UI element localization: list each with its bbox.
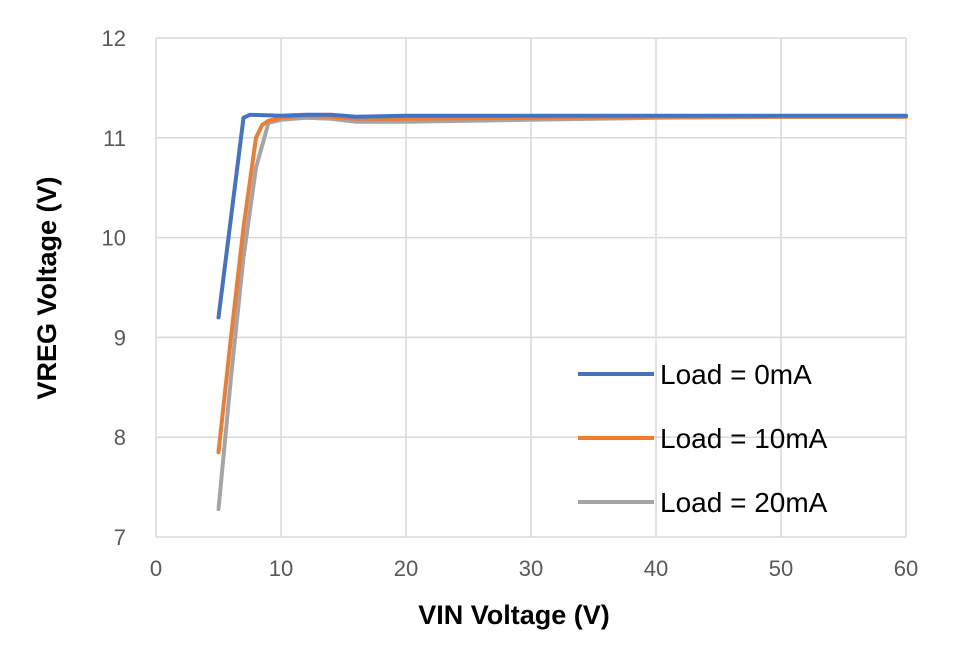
series-lines: [216, 112, 908, 512]
x-tick-label: 30: [519, 556, 543, 581]
x-tick-label: 0: [150, 556, 162, 581]
legend-label: Load = 0mA: [660, 359, 812, 390]
x-tick-label: 50: [769, 556, 793, 581]
y-tick-label: 8: [114, 425, 126, 450]
series-line: [216, 113, 908, 455]
legend-label: Load = 10mA: [660, 423, 828, 454]
x-axis-ticks: 0 10 20 30 40 50 60: [150, 556, 918, 581]
y-tick-label: 11: [103, 126, 126, 151]
x-tick-label: 20: [394, 556, 418, 581]
x-tick-label: 60: [894, 556, 918, 581]
y-tick-label: 12: [102, 26, 126, 51]
y-tick-label: 9: [114, 325, 126, 350]
legend: Load = 0mA Load = 10mA Load = 20mA: [578, 359, 828, 518]
x-tick-label: 10: [269, 556, 293, 581]
series-line: [216, 112, 908, 320]
x-axis-title: VIN Voltage (V): [418, 600, 610, 630]
y-axis-ticks: 7 8 9 10 11 12: [102, 26, 126, 550]
y-axis-title: VREG Voltage (V): [32, 176, 62, 399]
x-tick-label: 40: [644, 556, 668, 581]
legend-label: Load = 20mA: [660, 487, 828, 518]
grid: [155, 37, 907, 538]
y-tick-label: 7: [114, 525, 126, 550]
y-tick-label: 10: [102, 226, 126, 251]
